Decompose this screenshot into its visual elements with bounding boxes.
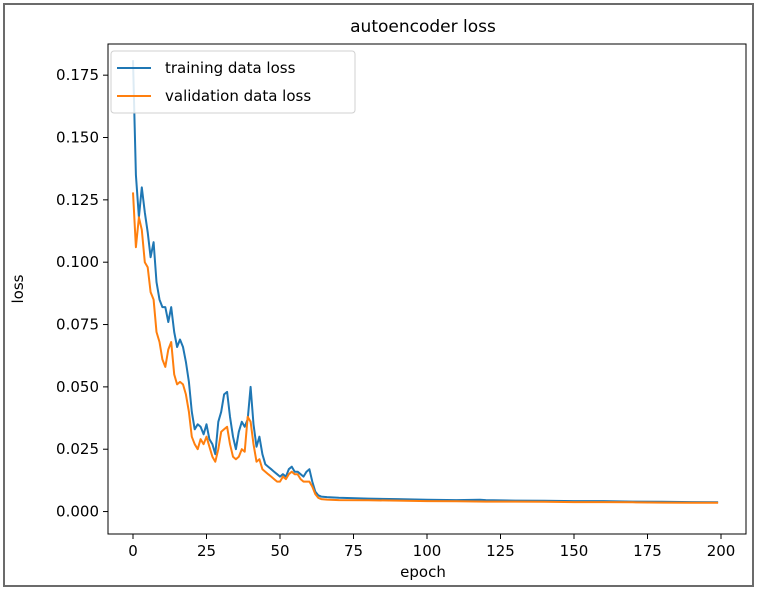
- y-tick-label: 0.150: [56, 129, 99, 147]
- y-axis-label: loss: [9, 274, 27, 303]
- x-tick-label: 75: [344, 542, 363, 560]
- x-tick-label: 175: [633, 542, 662, 560]
- validation-loss-line: [132, 192, 719, 504]
- y-tick-label: 0.025: [56, 440, 99, 458]
- y-tick-label: 0.125: [56, 191, 99, 209]
- x-tick-label: 200: [707, 542, 736, 560]
- y-tick-label: 0.175: [56, 66, 99, 84]
- x-axis-label: epoch: [400, 563, 446, 581]
- series-layer: [132, 60, 719, 504]
- plot-area: [107, 43, 747, 535]
- legend-label-training: training data loss: [165, 59, 296, 77]
- y-tick-label: 0.000: [56, 503, 99, 521]
- y-tick-label: 0.100: [56, 253, 99, 271]
- x-tick-label: 50: [270, 542, 289, 560]
- y-axis: 0.000 0.025 0.050 0.075 0.100 0.125 0.150 0.175: [56, 66, 108, 521]
- x-tick-label: 0: [128, 542, 138, 560]
- y-tick-label: 0.075: [56, 316, 99, 334]
- x-tick-label: 150: [560, 542, 589, 560]
- legend-box: [110, 50, 356, 114]
- x-tick-label: 100: [413, 542, 442, 560]
- x-axis: 0 25 50 75 100 125 150 175 200: [128, 534, 735, 560]
- legend-label-validation: validation data loss: [165, 87, 311, 105]
- chart-title: autoencoder loss: [350, 17, 496, 37]
- legend: training data loss validation data loss: [110, 50, 356, 114]
- x-tick-label: 25: [197, 542, 216, 560]
- training-loss-line: [132, 60, 719, 504]
- y-tick-label: 0.050: [56, 378, 99, 396]
- x-tick-label: 125: [486, 542, 515, 560]
